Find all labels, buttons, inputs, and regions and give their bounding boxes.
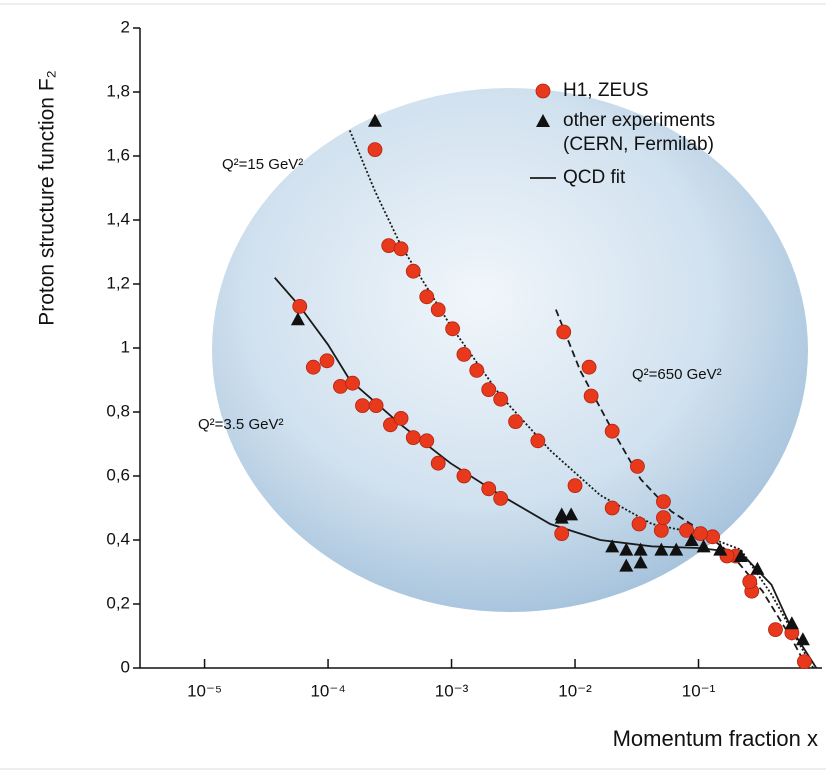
x-tick-label: 10⁻⁵ [187,681,222,700]
data-point [557,325,571,339]
data-point [394,242,408,256]
data-point [656,511,670,525]
y-tick-label: 0,6 [106,465,130,484]
data-point [482,482,496,496]
data-point [630,459,644,473]
data-point [382,239,396,253]
data-point [394,411,408,425]
data-point [584,389,598,403]
data-point [632,517,646,531]
data-point [457,347,471,361]
data-point [531,434,545,448]
data-point [320,354,334,368]
data-point [494,491,508,505]
data-point [355,399,369,413]
data-point [470,363,484,377]
page: Proton structure function F₂ Momentum fr… [0,0,826,773]
y-tick-label: 1 [121,337,130,356]
y-tick-label: 0,2 [106,593,130,612]
data-point [654,523,668,537]
y-tick-label: 1,4 [106,209,130,228]
data-point [333,379,347,393]
y-tick-label: 1,2 [106,273,130,292]
y-axis-title: Proton structure function F₂ [36,70,59,326]
data-point [306,360,320,374]
data-point [605,501,619,515]
curve-label: Q²=15 GeV² [222,156,303,173]
data-point [656,495,670,509]
y-tick-label: 0,4 [106,529,130,548]
legend-entry: QCD fit [563,166,763,190]
y-tick-label: 1,8 [106,81,130,100]
data-point [509,415,523,429]
y-tick-label: 0 [121,657,130,676]
data-point [293,299,307,313]
data-point [431,303,445,317]
data-point [743,575,757,589]
data-point [368,143,382,157]
curve-label: Q²=3.5 GeV² [198,416,283,433]
legend-marker [536,84,550,98]
legend-entry: H1, ZEUS [563,79,763,103]
x-tick-label: 10⁻¹ [682,681,716,700]
data-point [482,383,496,397]
x-axis-title: Momentum fraction x [613,726,818,751]
y-tick-label: 2 [121,17,130,36]
data-point [605,424,619,438]
legend-entry: other experiments (CERN, Fermilab) [563,109,735,157]
y-tick-label: 1,6 [106,145,130,164]
data-point [446,322,460,336]
data-point [582,360,596,374]
data-point [694,527,708,541]
data-point [457,469,471,483]
x-tick-label: 10⁻² [558,681,592,700]
x-tick-label: 10⁻⁴ [310,681,345,700]
curve-label: Q²=650 GeV² [632,366,722,383]
data-point [797,655,811,669]
data-point [420,290,434,304]
data-point [369,399,383,413]
y-tick-label: 0,8 [106,401,130,420]
data-point [568,479,582,493]
data-point [494,392,508,406]
data-point [406,431,420,445]
data-point [346,376,360,390]
data-point [420,434,434,448]
data-point [406,264,420,278]
data-point [555,527,569,541]
data-point [768,623,782,637]
x-tick-label: 10⁻³ [435,681,469,700]
data-point [431,456,445,470]
